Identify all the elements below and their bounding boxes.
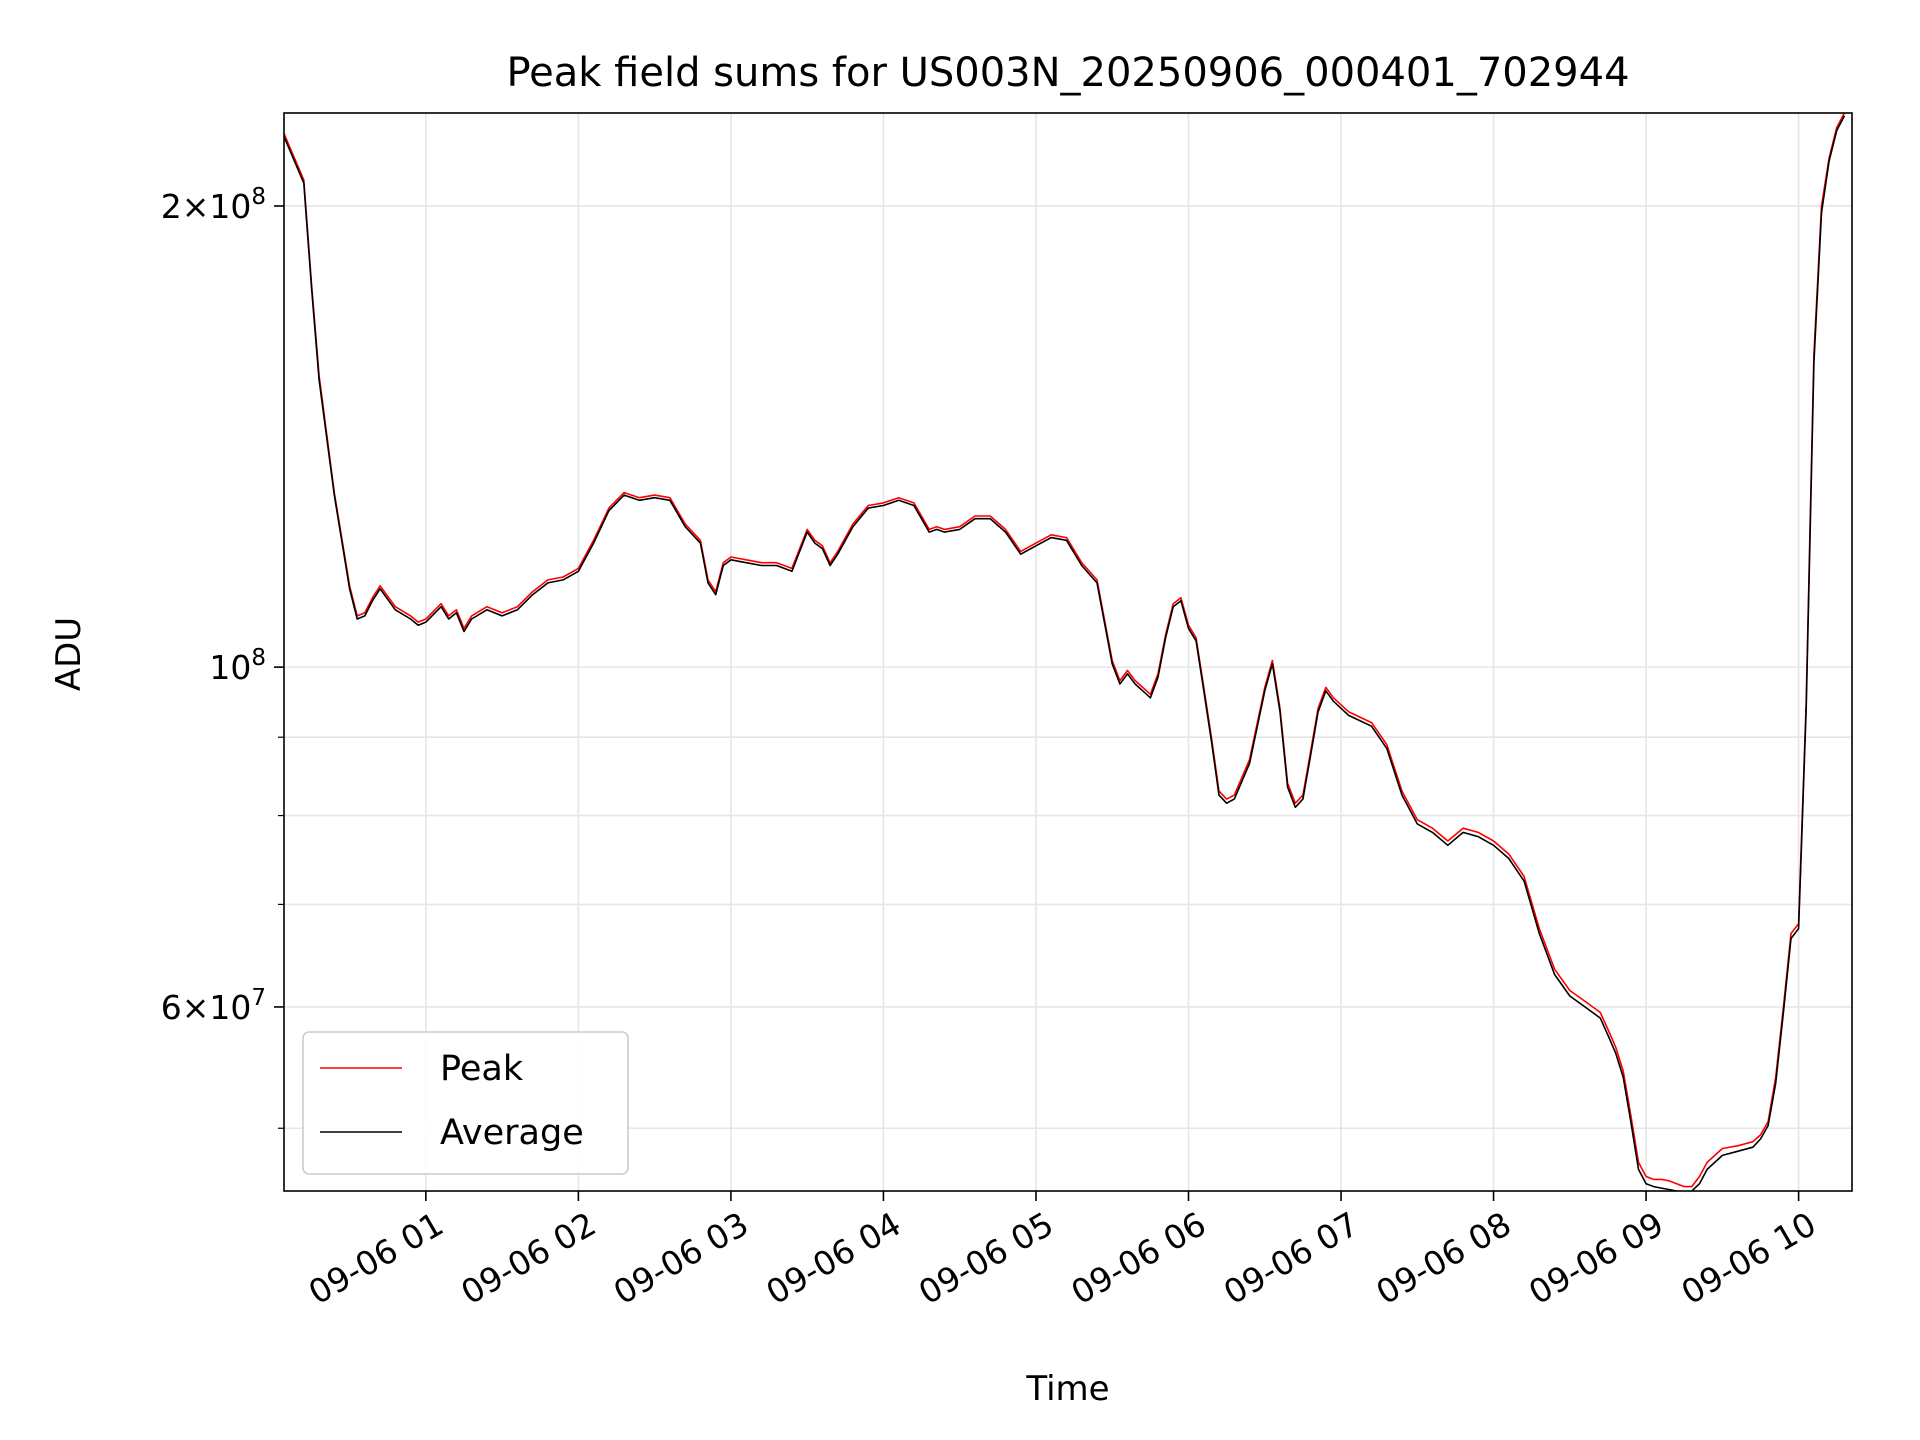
y-axis-label: ADU [49, 617, 89, 691]
grid-lines [284, 113, 1852, 1191]
y-axis-ticks: 2×108 108 6×107 [161, 184, 284, 1129]
series-line-average [284, 115, 1846, 1191]
y-tick-label: 2×108 [161, 184, 266, 226]
legend: Peak Average [302, 1031, 629, 1175]
y-tick-label: 108 [209, 645, 266, 687]
chart-title: Peak field sums for US003N_20250906_0004… [506, 50, 1629, 96]
y-tick-label: 6×107 [161, 985, 266, 1027]
x-axis-label: Time [1025, 1369, 1109, 1409]
plot-frame [283, 112, 1853, 1192]
series-line-peak [284, 113, 1846, 1188]
legend-label-peak: Peak [440, 1049, 524, 1089]
series-layer [284, 113, 1846, 1191]
legend-label-average: Average [440, 1113, 584, 1153]
